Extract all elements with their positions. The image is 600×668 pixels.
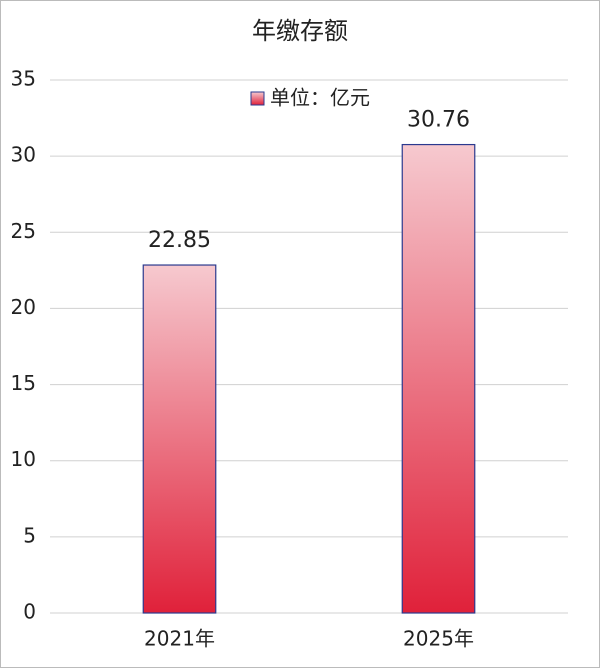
y-tick-label: 15 (11, 371, 36, 395)
y-tick-label: 25 (11, 219, 36, 243)
y-tick-label: 10 (11, 447, 36, 471)
data-label: 22.85 (148, 228, 211, 253)
y-tick-label: 30 (11, 143, 36, 167)
y-tick-label: 20 (11, 295, 36, 319)
legend-label: 单位：亿元 (270, 86, 370, 110)
bar (142, 264, 217, 614)
x-tick-label: 2025年 (403, 627, 474, 651)
bar (401, 143, 476, 614)
y-tick-label: 0 (23, 600, 36, 624)
data-label: 30.76 (407, 108, 470, 133)
chart-title: 年缴存额 (252, 17, 348, 45)
y-tick-label: 5 (23, 523, 36, 547)
y-tick-label: 35 (11, 67, 36, 91)
x-tick-label: 2021年 (144, 627, 215, 651)
legend-swatch (250, 91, 265, 106)
